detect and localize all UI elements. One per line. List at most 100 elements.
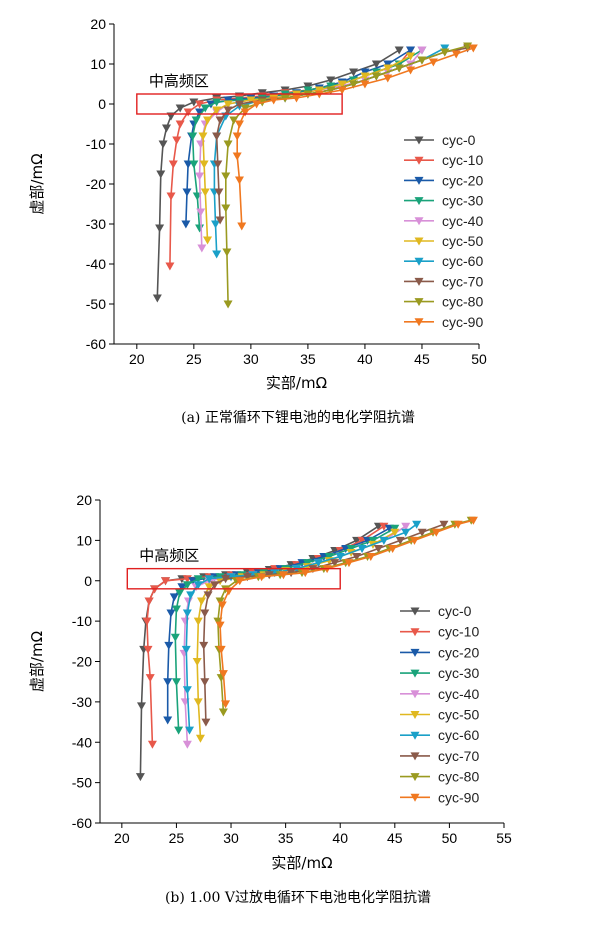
data-point: [394, 64, 404, 73]
series-cyc-90: [232, 44, 478, 231]
x-tick-label: 40: [332, 830, 348, 846]
legend-swatch-marker: [410, 793, 420, 802]
data-point: [147, 740, 157, 749]
data-point: [215, 597, 225, 606]
data-point: [234, 176, 244, 185]
data-point: [383, 74, 393, 83]
legend: cyc-0 cyc-10 cyc-20 cyc-30 cyc-40 cyc-50 cyc-6…: [400, 603, 479, 805]
data-point: [269, 96, 279, 105]
data-point: [161, 577, 171, 586]
y-tick-label: -50: [86, 296, 106, 312]
data-point: [211, 220, 221, 229]
data-point: [395, 536, 405, 545]
data-point: [183, 597, 193, 606]
data-point: [390, 528, 400, 537]
data-point: [171, 678, 181, 687]
legend-entry: cyc-0: [442, 132, 476, 148]
data-point: [379, 522, 389, 531]
legend-entry: cyc-50: [438, 707, 479, 723]
x-tick-label: 20: [114, 830, 130, 846]
legend-entry: cyc-70: [438, 748, 479, 764]
y-tick-label: -30: [86, 216, 106, 232]
data-point: [313, 559, 323, 568]
data-point: [234, 100, 244, 109]
data-point: [165, 262, 175, 271]
data-point: [195, 224, 205, 233]
legend-swatch-marker: [410, 773, 420, 782]
data-point: [221, 575, 231, 584]
data-point: [195, 734, 205, 743]
data-point: [324, 553, 334, 562]
data-point: [302, 559, 312, 568]
data-point: [216, 645, 226, 654]
data-point: [212, 98, 222, 107]
data-point: [431, 528, 441, 537]
data-point: [223, 100, 233, 109]
data-point: [428, 58, 438, 67]
legend-swatch-marker: [414, 197, 424, 206]
x-tick-label: 20: [129, 351, 145, 367]
data-point: [242, 573, 252, 582]
data-point: [215, 116, 225, 125]
data-point: [186, 591, 196, 600]
legend-entry: cyc-50: [442, 233, 483, 249]
y-tick-label: 10: [76, 532, 92, 548]
data-point: [199, 641, 209, 650]
data-point: [468, 44, 478, 53]
legend-entry: cyc-30: [438, 665, 479, 681]
data-point: [168, 160, 178, 169]
legend-entry: cyc-40: [438, 686, 479, 702]
data-point: [360, 80, 370, 89]
legend-swatch-marker: [414, 277, 424, 286]
data-point: [371, 60, 381, 69]
legend-swatch-marker: [414, 156, 424, 165]
y-tick-label: -20: [86, 176, 106, 192]
data-point: [204, 583, 214, 592]
data-point: [193, 581, 203, 590]
data-point: [166, 192, 176, 201]
data-point: [388, 544, 398, 553]
data-point: [383, 64, 393, 73]
data-point: [203, 591, 213, 600]
data-point: [166, 609, 176, 618]
y-tick-label: -60: [72, 815, 92, 831]
data-point: [394, 46, 404, 55]
data-point: [198, 132, 208, 141]
data-point: [337, 86, 347, 95]
data-point: [221, 204, 231, 213]
data-point: [215, 216, 225, 225]
data-point: [357, 544, 367, 553]
y-tick-label: 0: [84, 573, 92, 589]
series-cyc-40: [179, 522, 411, 749]
data-point: [229, 116, 239, 125]
legend-entry: cyc-30: [442, 193, 483, 209]
data-point: [183, 108, 193, 117]
data-point: [440, 48, 450, 57]
y-tick-label: -40: [72, 734, 92, 750]
data-point: [175, 589, 185, 598]
series-cyc-70: [212, 44, 473, 225]
data-point: [197, 597, 207, 606]
x-tick-label: 35: [278, 830, 294, 846]
legend-swatch-marker: [414, 237, 424, 246]
data-point: [330, 559, 340, 568]
data-point: [257, 573, 267, 582]
data-point: [390, 524, 400, 533]
legend-entry: cyc-10: [438, 624, 479, 640]
series-cyc-70: [199, 520, 449, 727]
x-tick-label: 45: [387, 830, 403, 846]
data-point: [156, 170, 166, 179]
legend-entry: cyc-40: [442, 213, 483, 229]
data-point: [379, 536, 389, 545]
data-point: [171, 605, 181, 614]
legend-entry: cyc-60: [438, 727, 479, 743]
data-point: [196, 208, 206, 217]
data-point: [218, 670, 228, 679]
data-point: [145, 674, 155, 683]
data-point: [163, 716, 173, 725]
data-point: [368, 536, 378, 545]
data-point: [468, 516, 478, 525]
x-tick-label: 25: [169, 830, 185, 846]
data-point: [217, 601, 227, 610]
